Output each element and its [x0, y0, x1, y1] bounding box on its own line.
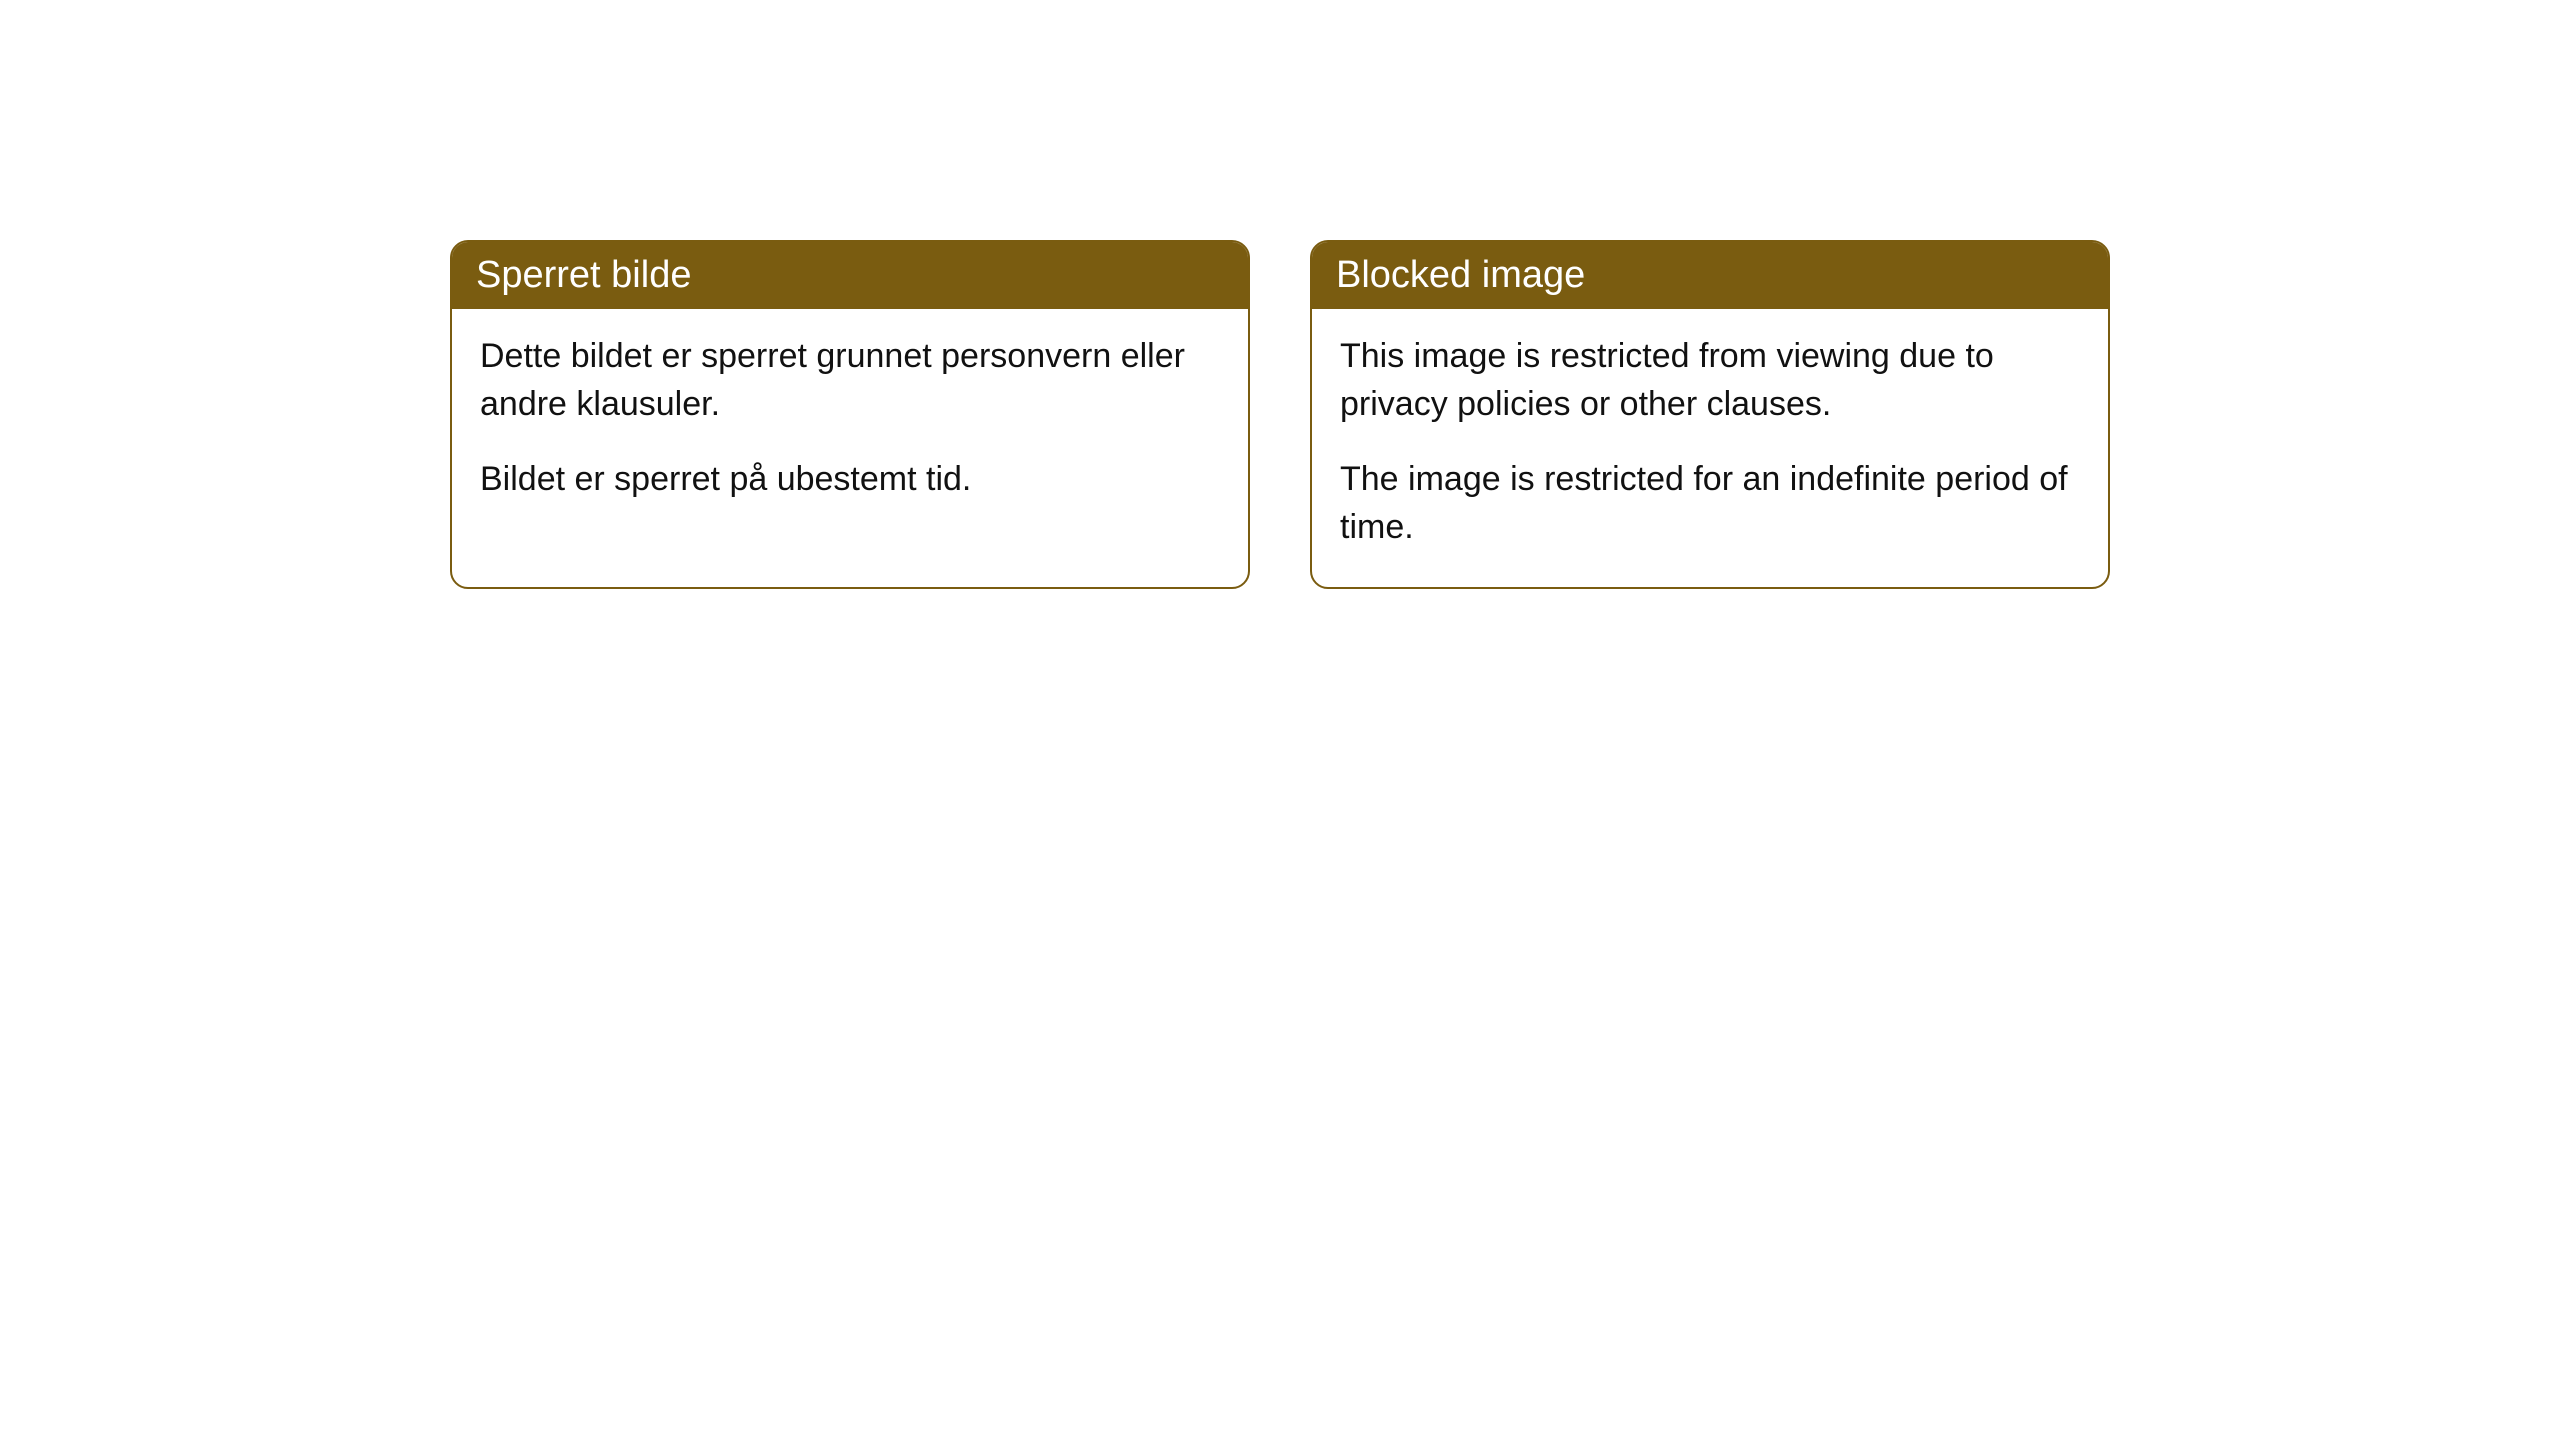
- card-paragraph: Dette bildet er sperret grunnet personve…: [480, 333, 1220, 428]
- card-header-english: Blocked image: [1312, 242, 2108, 309]
- cards-container: Sperret bilde Dette bildet er sperret gr…: [450, 240, 2560, 589]
- card-english: Blocked image This image is restricted f…: [1310, 240, 2110, 589]
- card-paragraph: Bildet er sperret på ubestemt tid.: [480, 456, 1220, 504]
- card-paragraph: The image is restricted for an indefinit…: [1340, 456, 2080, 551]
- card-norwegian: Sperret bilde Dette bildet er sperret gr…: [450, 240, 1250, 589]
- card-paragraph: This image is restricted from viewing du…: [1340, 333, 2080, 428]
- card-body-english: This image is restricted from viewing du…: [1312, 309, 2108, 587]
- card-body-norwegian: Dette bildet er sperret grunnet personve…: [452, 309, 1248, 540]
- card-header-norwegian: Sperret bilde: [452, 242, 1248, 309]
